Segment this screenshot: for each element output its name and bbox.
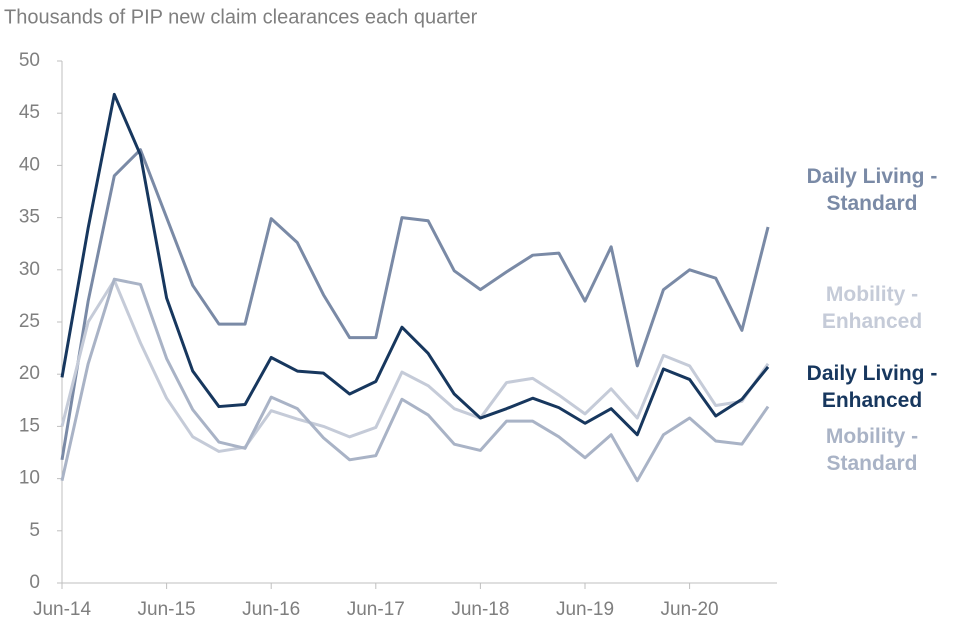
x-tick-label: Jun-15 [138, 599, 196, 620]
y-tick-label: 25 [19, 311, 40, 332]
series-line [60, 278, 770, 453]
x-tick-label: Jun-14 [33, 599, 92, 620]
legend-label: Daily Living - Enhanced [806, 362, 938, 412]
x-tick-label: Jun-17 [347, 599, 405, 620]
y-tick-label: 20 [19, 363, 40, 384]
y-tick-label: 50 [19, 50, 40, 71]
y-tick-label: 35 [19, 207, 40, 228]
y-tick-label: 10 [19, 468, 40, 489]
y-tick-label: 30 [19, 259, 40, 280]
series-line [60, 92, 770, 437]
series-line [60, 148, 770, 461]
y-tick-label: 40 [19, 154, 40, 175]
x-tick-label: Jun-19 [556, 599, 614, 620]
x-tick-label: Jun-18 [451, 599, 509, 620]
y-tick-label: 45 [19, 102, 40, 123]
legend-label: Daily Living - Standard [806, 165, 938, 215]
legend-label: Mobility - Enhanced [821, 283, 923, 333]
y-tick-label: 5 [29, 520, 40, 541]
y-tick-label: 15 [19, 415, 40, 436]
x-tick-label: Jun-16 [242, 599, 300, 620]
x-tick-label: Jun-20 [661, 599, 719, 620]
y-tick-label: 0 [29, 572, 40, 593]
series-line [60, 277, 770, 483]
legend-label: Mobility - Standard [825, 425, 919, 475]
chart-title: Thousands of PIP new claim clearances ea… [4, 6, 478, 28]
